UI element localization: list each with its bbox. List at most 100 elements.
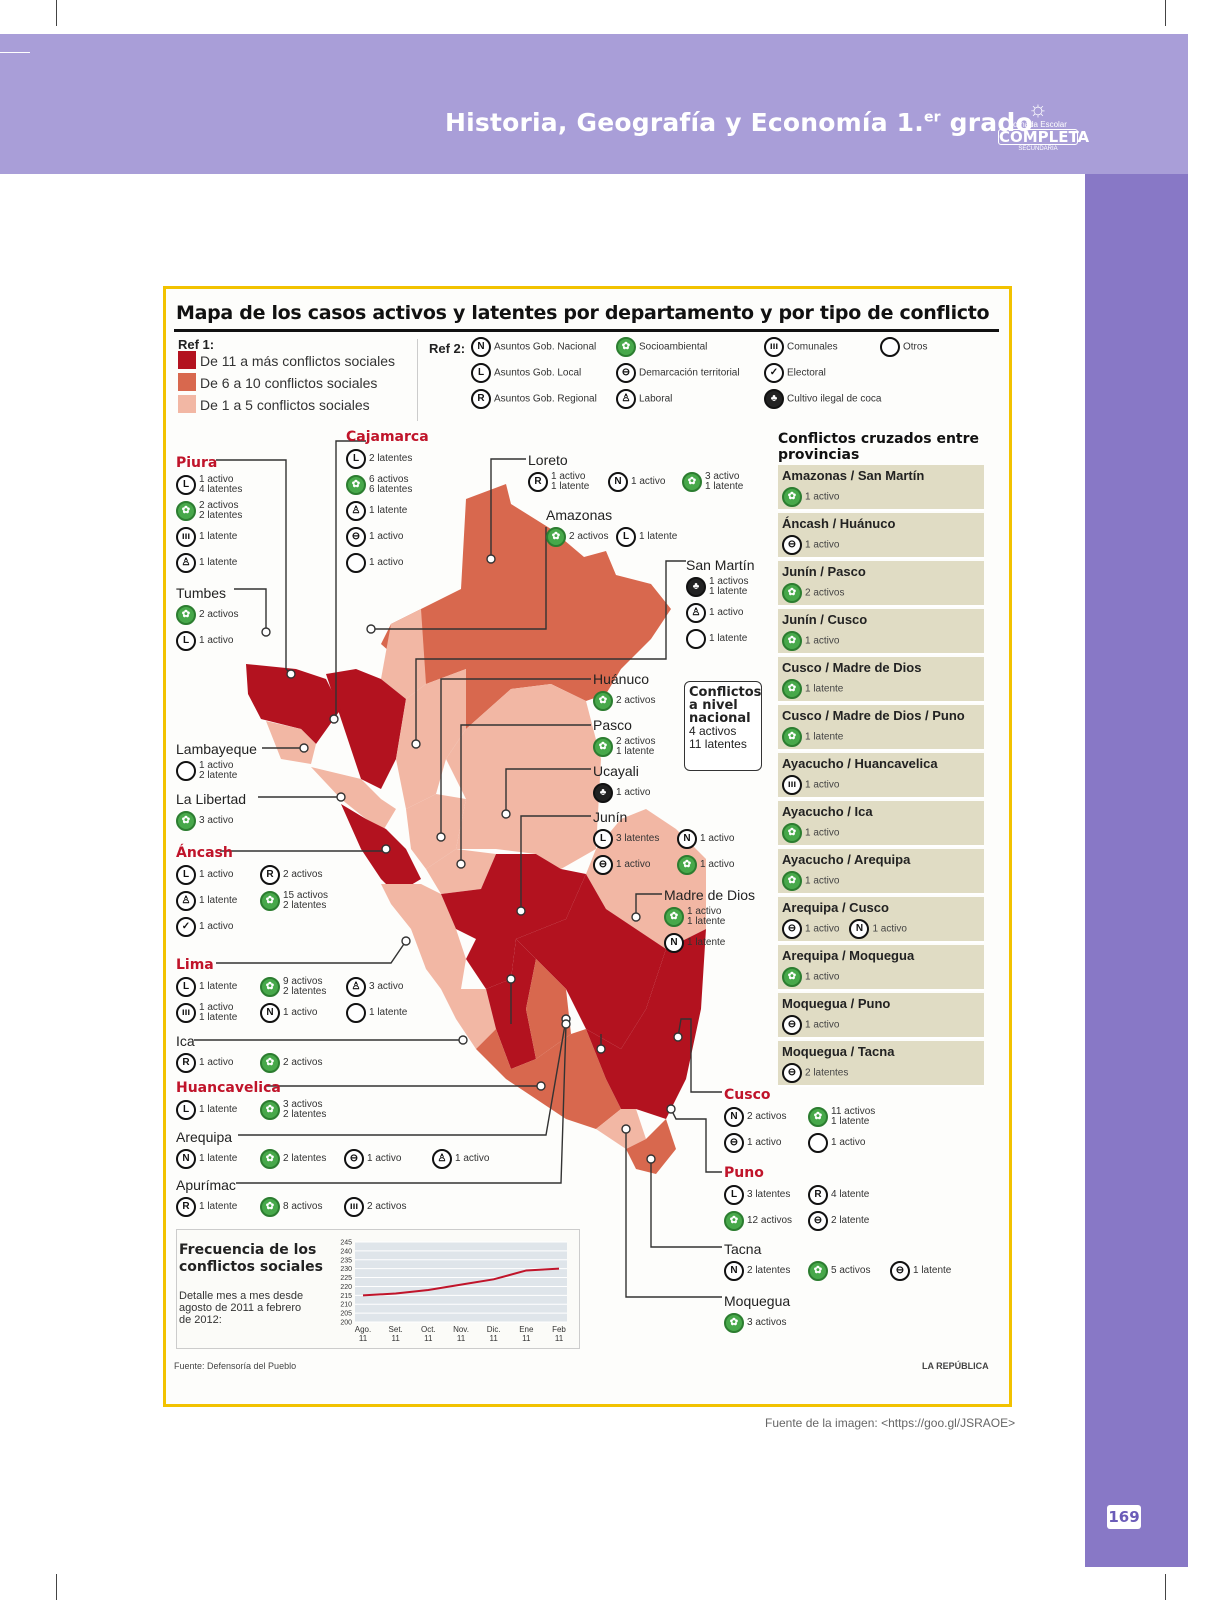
value-text: 1 activo: [700, 859, 735, 870]
value-text: 2 activos: [569, 531, 609, 542]
dept-stat-pasco: ✿ 2 activos 1 latente: [593, 737, 655, 757]
dept-stat-piura: ııı 1 latente: [176, 527, 237, 547]
ref2-text: Laboral: [639, 393, 673, 405]
conflict-type-icon: ✿: [176, 501, 196, 521]
crossed-value: ⊖ 2 latentes: [782, 1063, 848, 1083]
value-text: 2 activos: [367, 1201, 407, 1212]
ref2-text: Otros: [903, 341, 928, 353]
ref1-item: De 11 a más conflictos sociales: [178, 351, 395, 369]
dept-name-amazonas: Amazonas: [546, 507, 613, 523]
crossed-value: ✿ 1 latente: [782, 727, 843, 747]
ref2-text: Asuntos Gob. Local: [494, 367, 582, 379]
crossed-conflicts-panel: Conflictos cruzados entre provincias Ama…: [778, 431, 984, 1087]
ref2-item: ✿ Socioambiental: [616, 337, 707, 357]
dept-name-huancavelica: Huancavelica: [176, 1080, 281, 1096]
value-text: 1 activo: [631, 476, 666, 487]
x-tick-label: 11: [392, 1334, 401, 1343]
value-text: 1 activo: [455, 1153, 490, 1164]
ref2-item: ♣ Cultivo ilegal de coca: [764, 389, 882, 409]
value-text: 1 activo: [805, 971, 840, 983]
conflict-type-icon: ✿: [260, 1197, 280, 1217]
dept-name-cajamarca: Cajamarca: [346, 429, 429, 445]
leader-dot: [646, 1154, 656, 1164]
national-conflicts-box: Conflictos a nivel nacional 4 activos 11…: [684, 681, 762, 771]
ref2-item: ⊖ Demarcación territorial: [616, 363, 740, 383]
dept-stat-apurimac: ııı 2 activos: [344, 1197, 406, 1217]
sidebar: [1085, 174, 1188, 1567]
conflict-type-icon: [346, 1003, 366, 1023]
dept-stat-tacna: ⊖ 1 latente: [890, 1261, 951, 1281]
dept-stat-cusco: ⊖ 1 activo: [724, 1133, 781, 1153]
conflict-type-icon: ✿: [782, 631, 802, 651]
leader-line: [520, 815, 591, 911]
x-tick-label: Dic.: [487, 1325, 501, 1334]
electoral-icon: ✓: [764, 363, 784, 383]
value-text: 1 latente: [913, 1265, 952, 1276]
value-text: 3 latentes: [747, 1189, 791, 1200]
conflict-type-icon: ✿: [546, 527, 566, 547]
crossed-value: ✿ 1 activo: [782, 823, 839, 843]
region-tacna: [626, 1119, 676, 1174]
coca-icon: ♣: [764, 389, 784, 409]
value-text: 1 latente: [687, 937, 726, 948]
conflict-type-icon: ✿: [782, 823, 802, 843]
crossed-value: ✿ 2 activos: [782, 583, 844, 603]
conflict-type-icon: ✿: [176, 811, 196, 831]
value-text: 11 activos 1 latente: [831, 1106, 876, 1127]
conflict-type-icon: ✿: [782, 583, 802, 603]
x-tick-label: 11: [522, 1334, 531, 1343]
leader-dot: [516, 906, 526, 916]
ref2-text: Asuntos Gob. Regional: [494, 393, 597, 405]
conflict-type-icon: [808, 1133, 828, 1153]
x-tick-label: Nov.: [453, 1325, 469, 1334]
footer-brand: LA REPÚBLICA: [922, 1361, 989, 1371]
value-text: 1 activo: [831, 1137, 866, 1148]
dept-stat-tumbes: ✿ 2 activos: [176, 605, 238, 625]
value-text: 5 activos: [831, 1265, 871, 1276]
value-text: 2 latentes: [747, 1265, 791, 1276]
header-rule: [0, 52, 30, 53]
national-latent: 11 latentes: [689, 737, 747, 751]
value-text: 1 latente: [199, 557, 238, 568]
title-rule: [174, 329, 999, 332]
leader-line: [236, 1023, 567, 1184]
leader-line: [220, 849, 387, 852]
x-tick-label: Feb: [552, 1325, 566, 1334]
value-text: 2 activos: [283, 869, 323, 880]
ref1-text: De 6 a 10 conflictos sociales: [200, 375, 378, 391]
crossed-item: Junín / Pasco ✿ 2 activos: [778, 561, 984, 607]
value-text: 1 activo: [199, 921, 234, 932]
leader-line: [238, 1018, 567, 1136]
dept-stat-san-martin: 1 latente: [686, 629, 747, 649]
conflict-type-icon: ✿: [808, 1107, 828, 1127]
conflict-type-icon: ✿: [808, 1261, 828, 1281]
value-text: 1 latente: [639, 531, 678, 542]
x-tick-label: Set.: [389, 1325, 403, 1334]
leader-dot: [336, 792, 346, 802]
crossed-name: Ayacucho / Arequipa: [782, 852, 911, 867]
dept-name-puno: Puno: [724, 1165, 764, 1181]
leader-line: [234, 588, 267, 632]
region-huanuco: [406, 794, 466, 869]
value-text: 1 latente: [199, 1201, 238, 1212]
conflict-type-icon: L: [176, 475, 196, 495]
ref2-text: Demarcación territorial: [639, 367, 740, 379]
crossed-value: ✿ 1 latente: [782, 679, 843, 699]
series-line: [362, 1267, 560, 1297]
logo-line2: COMPLETA: [998, 128, 1090, 146]
crossed-title: Conflictos cruzados entre provincias: [778, 431, 980, 463]
conflict-type-icon: ✿: [724, 1211, 744, 1231]
dept-name-lambayeque: Lambayeque: [176, 741, 257, 757]
conflict-type-icon: ♙: [176, 891, 196, 911]
frequency-subtitle: Detalle mes a mes desde agosto de 2011 a…: [179, 1290, 304, 1326]
ref1-item: De 1 a 5 conflictos sociales: [178, 395, 370, 413]
conflict-type-icon: N: [176, 1149, 196, 1169]
conflict-type-icon: ♣: [593, 783, 613, 803]
value-text: 1 latente: [369, 1007, 408, 1018]
ref1-item: De 6 a 10 conflictos sociales: [178, 373, 377, 391]
dept-name-tacna: Tacna: [724, 1241, 762, 1257]
conflict-type-icon: ✿: [682, 472, 702, 492]
